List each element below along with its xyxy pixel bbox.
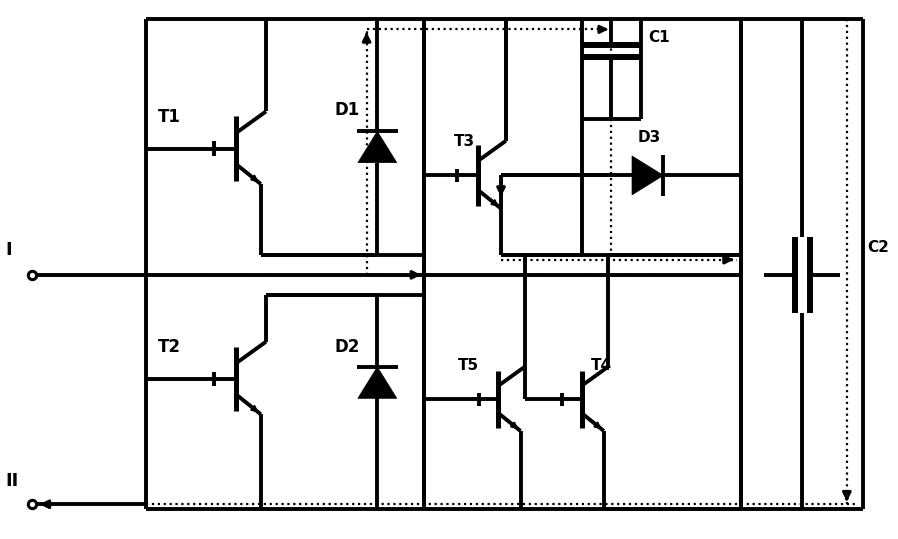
Text: D1: D1 <box>334 101 359 119</box>
Text: T4: T4 <box>591 358 612 373</box>
Text: I: I <box>5 241 12 259</box>
Text: C2: C2 <box>867 240 889 255</box>
Text: T5: T5 <box>458 358 480 373</box>
Polygon shape <box>358 367 397 398</box>
Text: D2: D2 <box>334 338 360 356</box>
Text: T3: T3 <box>453 134 475 149</box>
Polygon shape <box>358 132 397 163</box>
Text: II: II <box>5 472 19 490</box>
Polygon shape <box>632 156 664 195</box>
Text: T2: T2 <box>158 338 180 356</box>
Text: T1: T1 <box>158 108 180 126</box>
Text: D3: D3 <box>638 130 660 146</box>
Text: C1: C1 <box>648 30 670 45</box>
